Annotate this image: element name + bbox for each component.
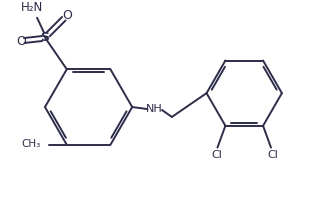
- Text: H₂N: H₂N: [21, 1, 43, 14]
- Text: NH: NH: [146, 104, 162, 114]
- Text: O: O: [62, 9, 72, 22]
- Text: O: O: [16, 35, 26, 48]
- Text: Cl: Cl: [211, 150, 222, 159]
- Text: S: S: [40, 31, 49, 44]
- Text: CH₃: CH₃: [22, 139, 41, 149]
- Text: Cl: Cl: [268, 150, 278, 159]
